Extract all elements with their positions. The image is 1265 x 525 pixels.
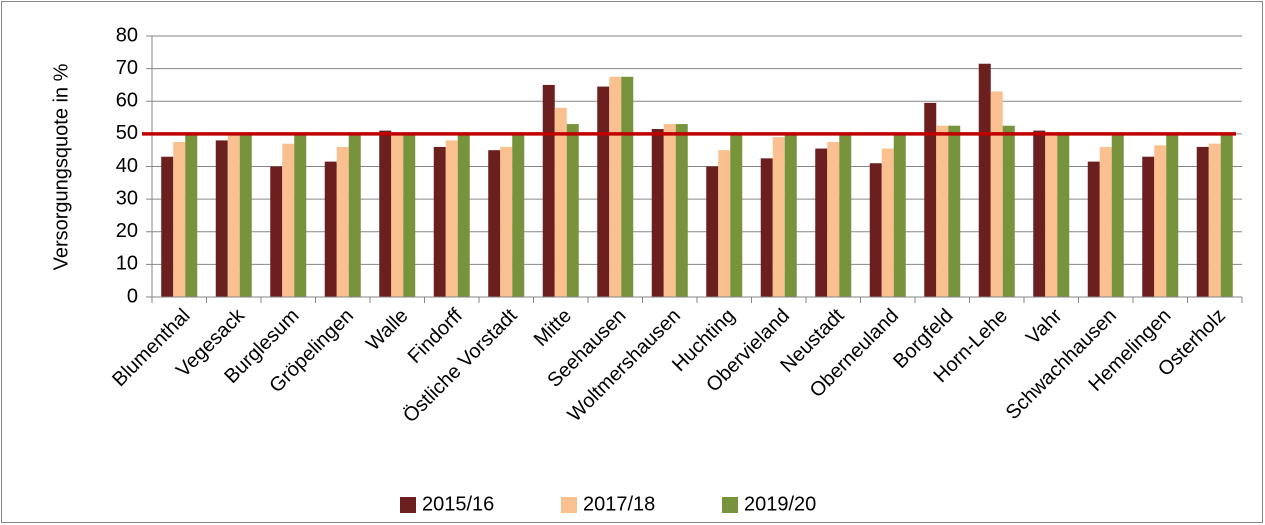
bar — [215, 140, 228, 297]
y-tick-label: 70 — [116, 57, 138, 79]
bar — [336, 146, 349, 297]
bar — [869, 163, 882, 297]
bar — [239, 133, 252, 297]
bar — [1033, 130, 1046, 297]
bar — [1142, 156, 1155, 297]
bar — [936, 125, 949, 297]
bar — [1220, 133, 1233, 297]
bar — [990, 91, 1003, 298]
bar — [663, 124, 676, 298]
bar — [348, 133, 361, 297]
bar — [403, 133, 416, 297]
y-tick-label: 60 — [116, 90, 138, 112]
bar — [839, 133, 852, 297]
y-tick-label: 80 — [116, 24, 138, 46]
bar — [718, 150, 731, 297]
bar — [445, 140, 458, 297]
bar — [1087, 161, 1100, 297]
legend-label: 2015/16 — [422, 493, 494, 515]
bar — [597, 86, 610, 297]
bar — [566, 124, 579, 298]
bar — [706, 166, 719, 297]
y-tick-label: 20 — [116, 220, 138, 242]
bar — [948, 125, 961, 297]
bar — [227, 133, 240, 297]
y-tick-label: 50 — [116, 122, 138, 144]
bar — [173, 142, 186, 297]
bar — [784, 133, 797, 297]
y-tick-label: 40 — [116, 155, 138, 177]
bar — [1154, 145, 1167, 297]
bar — [760, 158, 773, 297]
bar — [1045, 132, 1058, 297]
bar — [282, 143, 295, 297]
bar — [1166, 133, 1179, 297]
legend-swatch — [561, 497, 577, 513]
y-tick-label: 0 — [127, 285, 138, 307]
bar — [772, 137, 785, 297]
bar — [294, 133, 307, 297]
y-tick-label: 10 — [116, 253, 138, 275]
bar — [1111, 133, 1124, 297]
bar — [621, 76, 634, 297]
bar — [978, 63, 991, 298]
legend-swatch — [722, 497, 738, 513]
bar — [542, 84, 555, 297]
bar — [1196, 146, 1209, 297]
bar — [161, 156, 174, 297]
bar — [554, 107, 567, 298]
bar — [488, 150, 501, 297]
bar — [730, 133, 743, 297]
bar — [881, 148, 894, 297]
legend-label: 2017/18 — [583, 493, 655, 515]
bar — [609, 76, 622, 297]
bar — [827, 142, 840, 297]
bar — [433, 146, 446, 297]
bar — [1002, 125, 1015, 297]
bar — [500, 146, 513, 297]
bar — [815, 148, 828, 297]
bar — [324, 161, 337, 297]
bar — [1099, 146, 1112, 297]
bar — [270, 166, 283, 297]
y-tick-label: 30 — [116, 187, 138, 209]
y-axis-label: Versorgungsquote in % — [50, 63, 72, 270]
bar — [651, 128, 664, 297]
legend-label: 2019/20 — [744, 493, 816, 515]
bar — [675, 124, 688, 298]
bar — [512, 133, 525, 297]
bar — [1208, 143, 1221, 297]
bar — [924, 102, 937, 297]
legend-swatch — [400, 497, 416, 513]
bar — [893, 133, 906, 297]
bar — [185, 133, 198, 297]
bar — [457, 133, 470, 297]
bar — [1057, 132, 1070, 297]
bar — [379, 130, 392, 297]
bar — [391, 133, 404, 297]
